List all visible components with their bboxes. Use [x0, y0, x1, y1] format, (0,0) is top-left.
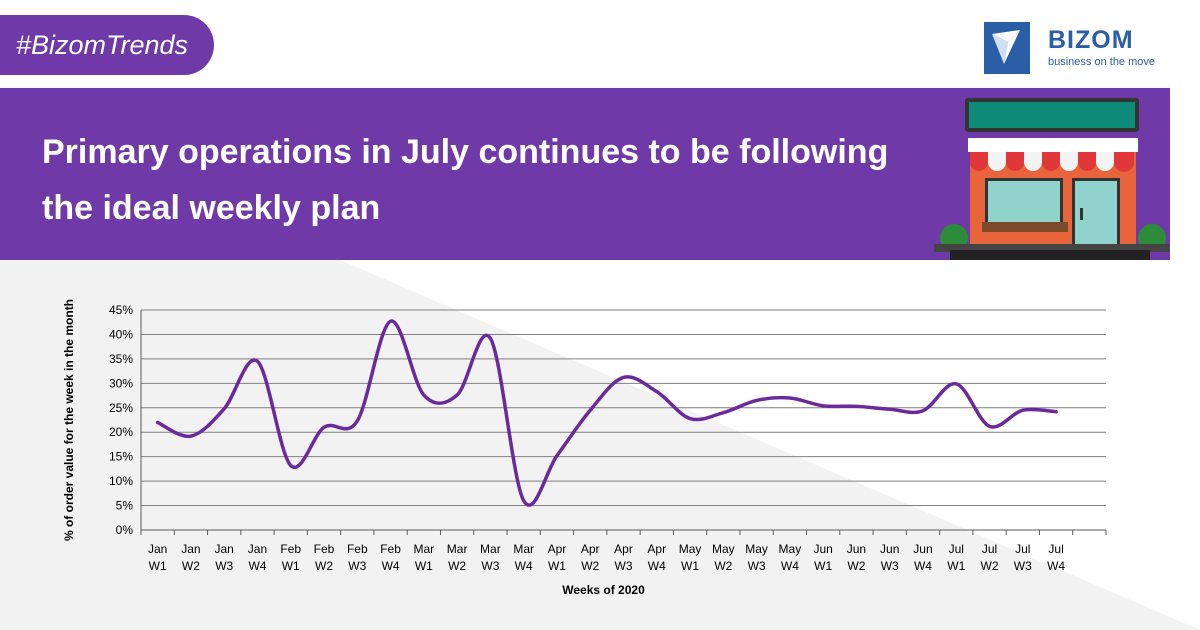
y-tick-labels: 0% 5% 10% 15% 20% 25% 30% 35% 40% 45%: [109, 303, 133, 537]
x-tick-label: Mar W1: [414, 542, 435, 573]
x-axis-label: Weeks of 2020: [562, 583, 645, 597]
x-tick-label: Feb W3: [347, 542, 368, 573]
bizom-logo-icon: [984, 22, 1030, 74]
x-tick-label: Apr W4: [647, 542, 666, 573]
y-tick-label: 0%: [116, 523, 134, 537]
x-tick-label: Mar W3: [480, 542, 501, 573]
x-tick-label: Feb W2: [314, 542, 335, 573]
y-axis-label: % of order value for the week in the mon…: [62, 299, 76, 541]
x-tick-label: Jul W2: [981, 542, 999, 573]
y-tick-label: 35%: [109, 352, 133, 366]
x-tick-label: Apr W2: [581, 542, 600, 573]
gridlines: [140, 309, 1107, 535]
x-tick-label: May W2: [712, 542, 735, 573]
y-tick-label: 20%: [109, 425, 133, 439]
page-title: Primary operations in July continues to …: [42, 133, 889, 227]
x-tick-label: May W1: [679, 542, 702, 573]
x-tick-label: Apr W1: [548, 542, 567, 573]
y-tick-label: 40%: [109, 327, 133, 341]
x-tick-label: Jan W4: [248, 542, 267, 573]
x-tick-label: Jan W3: [215, 542, 234, 573]
hashtag-text: #BizomTrends: [16, 29, 189, 60]
y-tick-label: 15%: [109, 450, 133, 464]
x-tick-label: Jul W3: [1014, 542, 1032, 573]
y-tick-label: 10%: [109, 474, 133, 488]
x-tick-label: Feb W4: [380, 542, 401, 573]
x-tick-label: Jul W4: [1047, 542, 1065, 573]
y-tick-label: 30%: [109, 376, 133, 390]
x-tick-label: Jan W1: [148, 542, 167, 573]
x-tick-label: Jun W2: [847, 542, 866, 573]
x-tick-label: Jun W4: [913, 542, 932, 573]
storefront-illustration: [934, 98, 1170, 260]
x-tick-label: May W4: [779, 542, 802, 573]
x-tick-label: Mar W4: [513, 542, 534, 573]
brand-name: BIZOM: [1048, 26, 1134, 54]
y-tick-label: 25%: [109, 401, 133, 415]
brand-tagline: business on the move: [1048, 56, 1156, 68]
x-tick-label: Jan W2: [181, 542, 200, 573]
x-tick-label: Feb W1: [280, 542, 301, 573]
x-tick-label: Jun W3: [880, 542, 899, 573]
hashtag-badge: #BizomTrends: [0, 15, 214, 75]
x-tick-labels: Jan W1 Jan W2 Jan W3 Jan W4 Feb W1 Feb W2 Feb W3 Feb W4…: [148, 542, 1065, 573]
x-tick-label: Jun W1: [813, 542, 832, 573]
x-tick-label: Mar W2: [447, 542, 468, 573]
x-tick-label: Jul W1: [947, 542, 965, 573]
x-tick-label: May W3: [745, 542, 768, 573]
y-tick-label: 5%: [116, 499, 134, 513]
brand-logo: BIZOM business on the move: [978, 18, 1178, 80]
y-tick-label: 45%: [109, 303, 133, 317]
x-tick-label: Apr W3: [614, 542, 633, 573]
series-line: [155, 319, 1058, 507]
